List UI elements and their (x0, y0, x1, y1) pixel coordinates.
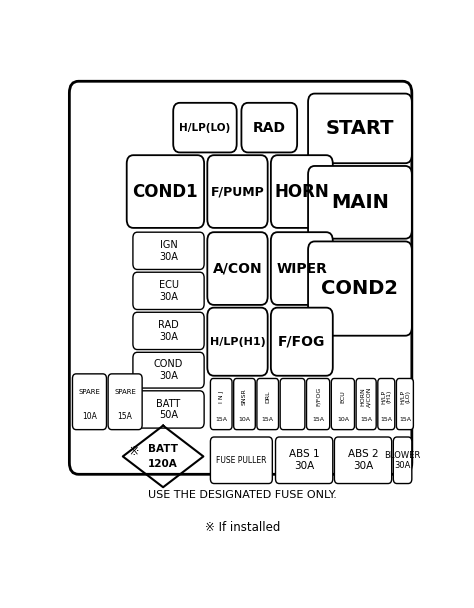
FancyBboxPatch shape (307, 379, 330, 430)
Text: ※ If installed: ※ If installed (205, 521, 281, 534)
Text: 15A: 15A (118, 412, 133, 421)
Text: H/LP(H1): H/LP(H1) (210, 337, 265, 347)
FancyBboxPatch shape (396, 379, 413, 430)
Text: I N J: I N J (219, 390, 224, 403)
Text: HORN
A/CON: HORN A/CON (361, 387, 372, 407)
FancyBboxPatch shape (207, 232, 268, 305)
FancyBboxPatch shape (207, 155, 268, 228)
Text: 15A: 15A (262, 417, 273, 423)
FancyBboxPatch shape (127, 155, 204, 228)
FancyBboxPatch shape (308, 94, 412, 163)
FancyBboxPatch shape (257, 379, 279, 430)
Text: COND2: COND2 (321, 279, 399, 298)
Text: RAD: RAD (253, 120, 286, 134)
FancyBboxPatch shape (356, 379, 376, 430)
Text: SPARE: SPARE (114, 389, 136, 395)
Text: 120A: 120A (148, 459, 178, 469)
Text: 10A: 10A (238, 417, 250, 423)
FancyBboxPatch shape (133, 352, 204, 388)
FancyBboxPatch shape (69, 81, 412, 474)
Text: USE THE DESIGNATED FUSE ONLY.: USE THE DESIGNATED FUSE ONLY. (148, 490, 337, 500)
Text: BLOWER
30A: BLOWER 30A (384, 451, 421, 470)
FancyBboxPatch shape (210, 437, 273, 483)
Text: DRL: DRL (265, 390, 270, 403)
Text: 15A: 15A (360, 417, 372, 423)
Text: 10A: 10A (82, 412, 97, 421)
Text: COND
30A: COND 30A (154, 359, 183, 381)
FancyBboxPatch shape (393, 437, 412, 483)
FancyBboxPatch shape (234, 379, 255, 430)
FancyBboxPatch shape (73, 374, 107, 430)
Text: IGN
30A: IGN 30A (159, 240, 178, 261)
Text: ABS 2
30A: ABS 2 30A (348, 449, 378, 471)
Text: BATT: BATT (148, 444, 178, 454)
FancyBboxPatch shape (378, 379, 395, 430)
Text: MAIN: MAIN (331, 193, 389, 212)
FancyBboxPatch shape (271, 308, 333, 376)
FancyBboxPatch shape (275, 437, 333, 483)
Text: F/PUMP: F/PUMP (210, 185, 264, 198)
FancyBboxPatch shape (133, 313, 204, 350)
FancyBboxPatch shape (331, 379, 355, 430)
FancyBboxPatch shape (241, 103, 297, 153)
Text: H/LP
(H1): H/LP (H1) (381, 390, 392, 404)
Text: START: START (326, 119, 394, 138)
Text: ECU
30A: ECU 30A (158, 280, 179, 302)
Text: SPARE: SPARE (79, 389, 100, 395)
FancyBboxPatch shape (271, 155, 333, 228)
Text: 15A: 15A (215, 417, 227, 423)
Text: ABS 1
30A: ABS 1 30A (289, 449, 319, 471)
Text: ※: ※ (128, 445, 139, 458)
Text: RAD
30A: RAD 30A (158, 320, 179, 342)
Text: H/LP
(LO): H/LP (LO) (400, 390, 410, 404)
FancyBboxPatch shape (173, 103, 237, 153)
FancyBboxPatch shape (308, 241, 412, 336)
Text: BATT
50A: BATT 50A (156, 399, 181, 420)
Text: FUSE PULLER: FUSE PULLER (216, 456, 266, 465)
FancyBboxPatch shape (133, 391, 204, 428)
FancyBboxPatch shape (210, 379, 232, 430)
Text: F/FOG: F/FOG (278, 334, 326, 349)
FancyBboxPatch shape (133, 232, 204, 269)
FancyBboxPatch shape (335, 437, 392, 483)
Text: 10A: 10A (337, 417, 349, 423)
Text: F/FOG: F/FOG (316, 387, 320, 406)
Text: HORN: HORN (274, 182, 329, 201)
FancyBboxPatch shape (280, 379, 305, 430)
Text: 15A: 15A (312, 417, 324, 423)
Text: WIPER: WIPER (276, 261, 327, 275)
FancyBboxPatch shape (133, 272, 204, 309)
Text: COND1: COND1 (133, 182, 198, 201)
Text: H/LP(LO): H/LP(LO) (179, 123, 230, 133)
FancyBboxPatch shape (108, 374, 142, 430)
Text: ECU: ECU (340, 390, 346, 403)
FancyBboxPatch shape (271, 232, 333, 305)
Text: 15A: 15A (399, 417, 411, 423)
Text: SNSR: SNSR (242, 389, 247, 405)
Text: A/CON: A/CON (213, 261, 262, 275)
Text: 15A: 15A (380, 417, 392, 423)
FancyBboxPatch shape (308, 166, 412, 239)
FancyBboxPatch shape (207, 308, 268, 376)
